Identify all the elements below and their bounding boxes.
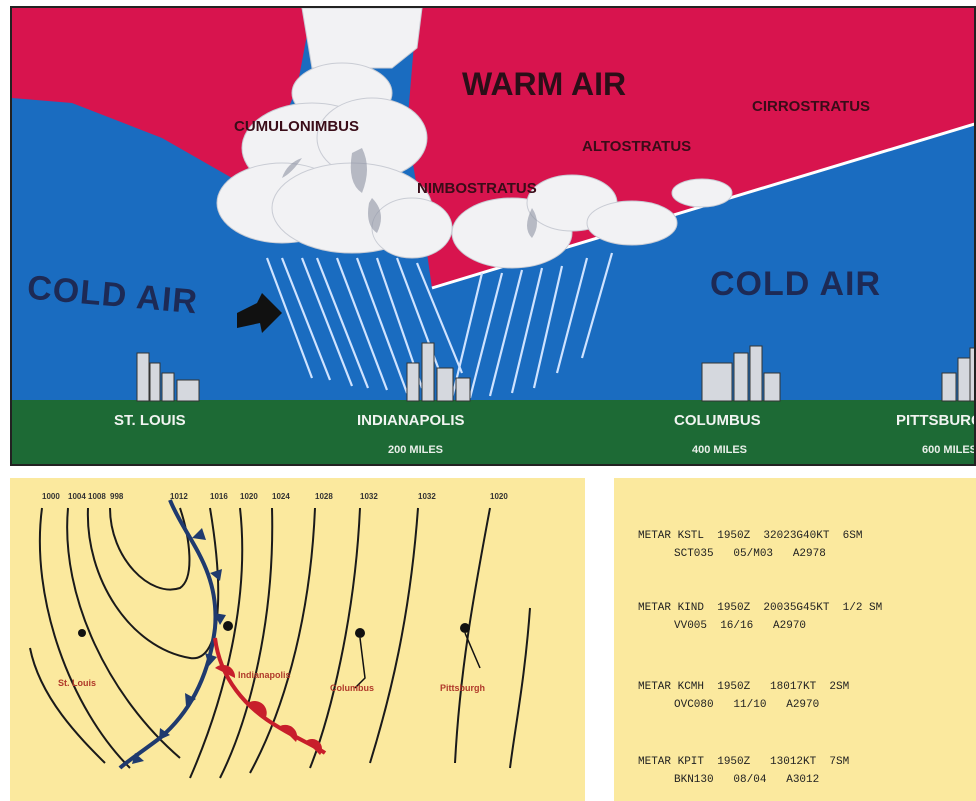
isobar-label: 1032 xyxy=(360,492,378,501)
isobar-label: 1032 xyxy=(418,492,436,501)
metar-kpit-line2: BKN130 08/04 A3012 xyxy=(674,774,820,786)
isobar-label: 1000 xyxy=(42,492,60,501)
station-label-pittsburgh: Pittsburgh xyxy=(440,683,485,693)
city-miles-pittsburgh: 600 MILES xyxy=(922,444,976,456)
station-label-st-louis: St. Louis xyxy=(58,678,96,688)
surface-analysis-map: St. Louis Indianapolis Columbus Pittsbur… xyxy=(10,478,585,801)
frontal-cross-section: WARM AIR CIRROSTRATUS CUMULONIMBUS ALTOS… xyxy=(10,6,976,466)
metar-kcmh-line2: OVC080 11/10 A2970 xyxy=(674,699,820,711)
city-miles-columbus: 400 MILES xyxy=(692,444,748,456)
isobar-label: 1016 xyxy=(210,492,228,501)
city-label-indianapolis: INDIANAPOLIS xyxy=(357,412,465,429)
station-label-columbus: Columbus xyxy=(330,683,374,693)
station-label-indianapolis: Indianapolis xyxy=(238,670,291,680)
metar-kind-line2: VV005 16/16 A2970 xyxy=(674,620,807,632)
isobar-label: 1020 xyxy=(240,492,258,501)
isobar-label: 1024 xyxy=(272,492,290,501)
isobar-label: 1028 xyxy=(315,492,333,501)
isobar-label: 1008 xyxy=(88,492,106,501)
metar-kcmh-line1: METAR KCMH 1950Z 18017KT 2SM xyxy=(638,681,850,693)
isobar-label: 1012 xyxy=(170,492,188,501)
cirrostratus-label: CIRROSTRATUS xyxy=(752,98,871,115)
city-label-pittsburgh: PITTSBURGH xyxy=(896,412,974,429)
city-label-columbus: COLUMBUS xyxy=(674,412,761,429)
city-miles-indianapolis: 200 MILES xyxy=(388,444,444,456)
metar-kstl-line1: METAR KSTL 1950Z 32023G40KT 6SM xyxy=(638,530,863,542)
altostratus-label: ALTOSTRATUS xyxy=(582,138,692,155)
city-label-st-louis: ST. LOUIS xyxy=(114,412,186,429)
cumulonimbus-label: CUMULONIMBUS xyxy=(234,118,359,135)
metar-reports-panel: METAR KSTL 1950Z 32023G40KT 6SM SCT035 0… xyxy=(614,478,976,801)
isobar-label: 1004 xyxy=(68,492,86,501)
isobar-label: 1020 xyxy=(490,492,508,501)
warm-air-label: WARM AIR xyxy=(462,66,627,102)
metar-kind-line1: METAR KIND 1950Z 20035G45KT 1/2 SM xyxy=(638,602,883,614)
metar-kstl-line2: SCT035 05/M03 A2978 xyxy=(674,548,826,560)
isobar-label: 998 xyxy=(110,492,124,501)
isobar-map-art xyxy=(10,478,585,801)
metar-kpit-line1: METAR KPIT 1950Z 13012KT 7SM xyxy=(638,756,850,768)
cold-air-right-label: COLD AIR xyxy=(710,265,882,303)
nimbostratus-label: NIMBOSTRATUS xyxy=(417,180,537,197)
cross-section-art xyxy=(12,8,974,464)
